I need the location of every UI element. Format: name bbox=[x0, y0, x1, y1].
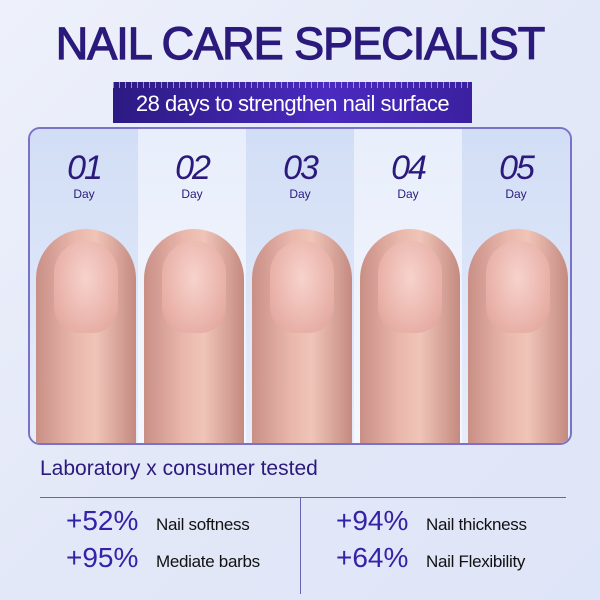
day-number: 03 bbox=[283, 149, 319, 187]
stat-value: +64% bbox=[336, 542, 409, 573]
day-column: 02 Day bbox=[138, 129, 246, 443]
day-column: 04 Day bbox=[354, 129, 462, 443]
stat-item: +64% Nail Flexibility bbox=[336, 542, 525, 574]
nail-image bbox=[54, 241, 118, 333]
divider bbox=[300, 498, 301, 594]
stat-item: +94% Nail thickness bbox=[336, 505, 527, 537]
day-number: 02 bbox=[175, 149, 211, 187]
subtitle: 28 days to strengthen nail surface bbox=[135, 91, 450, 116]
ruler-decoration bbox=[113, 82, 472, 88]
stat-label: Nail Flexibility bbox=[426, 552, 526, 571]
stat-value: +52% bbox=[66, 505, 139, 536]
day-number: 01 bbox=[67, 149, 103, 187]
nail-image bbox=[270, 241, 334, 333]
nail-image bbox=[486, 241, 550, 333]
stat-label: Mediate barbs bbox=[156, 552, 260, 571]
day-label: Day bbox=[181, 187, 203, 201]
day-number: 04 bbox=[391, 149, 427, 187]
page-title: NAIL CARE SPECIALIST bbox=[55, 17, 546, 69]
stat-item: +95% Mediate barbs bbox=[66, 542, 260, 574]
divider bbox=[40, 497, 566, 498]
nail-image bbox=[162, 241, 226, 333]
day-column: 01 Day bbox=[30, 129, 138, 443]
stat-item: +52% Nail softness bbox=[66, 505, 250, 537]
day-column: 05 Day bbox=[462, 129, 570, 443]
day-label: Day bbox=[505, 187, 527, 201]
day-label: Day bbox=[289, 187, 311, 201]
stat-label: Nail thickness bbox=[426, 515, 527, 534]
day-number: 05 bbox=[499, 149, 535, 187]
subtitle-banner: 28 days to strengthen nail surface bbox=[113, 82, 472, 123]
nail-image bbox=[378, 241, 442, 333]
day-label: Day bbox=[73, 187, 95, 201]
progress-panel: 01 Day 02 Day 03 Day 04 Day 05 Day bbox=[28, 127, 572, 445]
stat-label: Nail softness bbox=[156, 515, 250, 534]
stat-value: +95% bbox=[66, 542, 139, 573]
day-label: Day bbox=[397, 187, 419, 201]
stat-value: +94% bbox=[336, 505, 409, 536]
tested-heading: Laboratory x consumer tested bbox=[40, 457, 318, 480]
day-column: 03 Day bbox=[246, 129, 354, 443]
